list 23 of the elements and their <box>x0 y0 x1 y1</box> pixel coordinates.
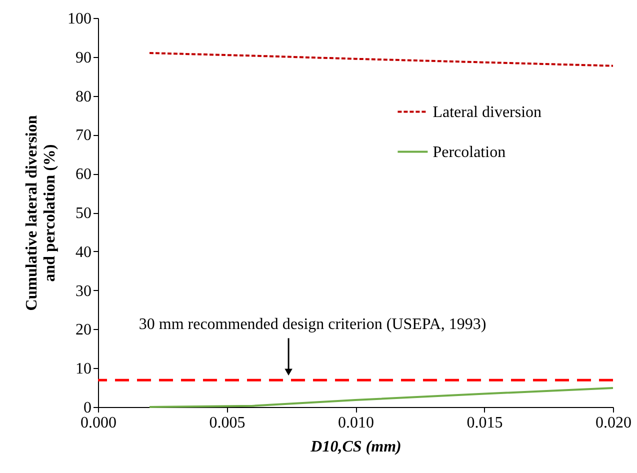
x-tick-label: 0.010 <box>338 414 374 432</box>
y-tick-label: 20 <box>76 322 92 339</box>
x-tick-label: 0.020 <box>596 414 632 432</box>
legend-label: Percolation <box>432 144 506 161</box>
y-tick-label: 40 <box>76 244 92 261</box>
annotation: 30 mm recommended design criterion (USEPA, 1993) <box>138 316 486 334</box>
y-tick-label: 0 <box>84 400 92 416</box>
y-tick-label: 100 <box>68 10 92 28</box>
y-tick-label: 90 <box>76 49 92 66</box>
legend-label: Lateral diversion <box>432 104 542 121</box>
x-axis-title: D10,CS (mm) <box>310 438 402 456</box>
line-series <box>148 386 614 408</box>
y-tick-label: 50 <box>76 205 92 222</box>
y-tick-label: 70 <box>76 127 92 144</box>
y-tick-label: 60 <box>76 166 92 184</box>
x-tick-label: 0.005 <box>209 414 246 432</box>
line-series <box>148 52 614 67</box>
y-axis-title: Cumulative lateral diversion and percolation (%) <box>24 115 58 311</box>
x-tick-label: 0.015 <box>466 414 503 432</box>
y-tick-label: 10 <box>76 360 92 378</box>
y-tick-label: 30 <box>76 282 92 300</box>
y-tick-label: 80 <box>76 88 92 106</box>
x-tick-label: 0.000 <box>80 414 116 432</box>
